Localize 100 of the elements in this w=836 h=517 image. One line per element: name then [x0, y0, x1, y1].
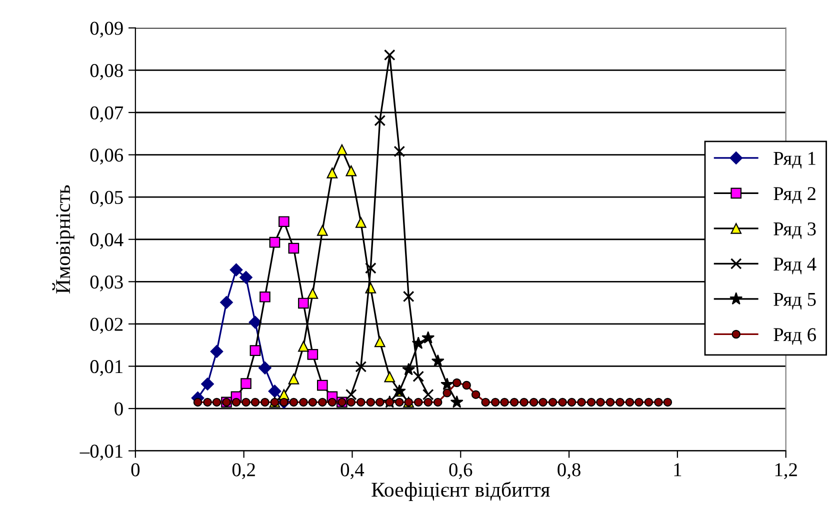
x-tick-label: 0,6 — [449, 463, 472, 480]
y-tick-label: 0,09 — [90, 22, 123, 38]
point — [280, 398, 288, 407]
y-axis-title: Ймовірність — [52, 185, 74, 294]
point — [248, 316, 262, 329]
point — [212, 398, 222, 407]
point — [308, 398, 318, 407]
point — [258, 361, 272, 374]
point — [520, 398, 528, 407]
legend-label: Ряд 1 — [774, 152, 816, 169]
point — [269, 236, 280, 248]
point — [250, 345, 261, 356]
y-tick-label: 0,04 — [90, 233, 124, 250]
point — [317, 380, 328, 391]
point — [385, 398, 394, 407]
point — [548, 398, 558, 407]
point — [346, 165, 357, 176]
point — [230, 263, 243, 276]
point — [414, 398, 423, 407]
point — [345, 388, 357, 400]
y-tick-label: 0,07 — [90, 106, 124, 122]
point — [193, 398, 202, 407]
y-tick-label: 0,01 — [90, 360, 122, 376]
point — [307, 288, 318, 299]
legend-label: Ряд 2 — [774, 187, 816, 204]
point — [450, 395, 464, 408]
point — [440, 378, 454, 390]
point — [606, 398, 615, 407]
point — [538, 398, 548, 407]
point — [529, 398, 538, 407]
point — [376, 398, 384, 407]
point — [412, 336, 425, 350]
x-tick-label: 0,4 — [340, 463, 364, 480]
y-tick-label: 0,05 — [90, 190, 123, 207]
point — [384, 371, 396, 382]
legend-label: Ряд 6 — [774, 328, 816, 345]
point — [374, 114, 386, 126]
point — [567, 398, 576, 407]
point — [577, 398, 586, 407]
point — [288, 242, 300, 254]
legend-label: Ряд 3 — [774, 222, 816, 240]
x-tick-label: 0,2 — [232, 463, 255, 480]
point — [424, 398, 432, 407]
point — [298, 340, 309, 352]
x-tick-label: 0 — [131, 463, 140, 476]
point — [289, 398, 298, 407]
point — [307, 348, 318, 360]
point — [452, 378, 462, 388]
x-tick-label: 1,2 — [775, 463, 797, 480]
point — [268, 384, 282, 398]
point — [616, 398, 624, 407]
point — [434, 398, 442, 407]
point — [366, 398, 376, 407]
point — [355, 360, 367, 372]
point — [510, 398, 519, 407]
point — [412, 370, 424, 382]
point — [431, 354, 444, 367]
point — [336, 144, 348, 156]
point — [299, 398, 308, 407]
point — [500, 398, 509, 407]
x-tick-label: 0,8 — [558, 463, 580, 480]
point — [242, 398, 250, 407]
point — [317, 225, 328, 236]
y-tick-label: –0,01 — [80, 444, 122, 461]
x-tick-label: 1 — [674, 463, 682, 476]
point — [232, 398, 241, 407]
point — [298, 298, 309, 309]
point — [634, 398, 644, 407]
point — [558, 398, 567, 407]
point — [278, 216, 290, 228]
point — [374, 336, 386, 348]
point — [596, 398, 605, 407]
point — [462, 380, 471, 390]
point — [220, 296, 233, 309]
y-tick-label: 0,02 — [90, 318, 123, 334]
point — [586, 398, 596, 407]
legend-label: Ряд 4 — [774, 258, 816, 274]
y-tick-label: 0 — [114, 402, 123, 416]
point — [240, 378, 252, 389]
x-axis-title: Коефіцієнт відбиття — [372, 482, 550, 501]
point — [490, 398, 500, 407]
y-tick-label: 0,06 — [90, 148, 124, 165]
point — [644, 398, 654, 407]
point — [203, 398, 212, 407]
point — [654, 398, 663, 407]
point — [471, 390, 480, 399]
point — [328, 398, 337, 407]
point — [326, 168, 338, 178]
point — [422, 331, 435, 344]
point — [240, 270, 252, 284]
point — [364, 262, 376, 274]
point — [201, 378, 214, 390]
point — [260, 291, 270, 302]
point — [250, 398, 260, 407]
legend-label: Ряд 5 — [774, 293, 816, 310]
point — [402, 362, 416, 376]
point — [663, 398, 672, 407]
point — [395, 398, 404, 407]
point — [394, 146, 406, 158]
point — [210, 344, 224, 358]
